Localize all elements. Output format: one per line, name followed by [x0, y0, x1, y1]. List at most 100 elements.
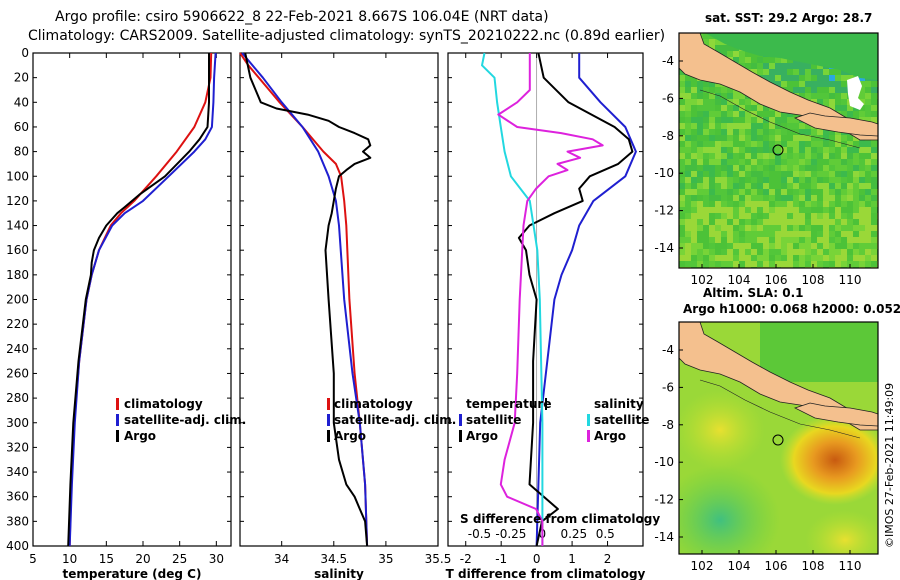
sst-map-cell: [793, 213, 799, 219]
sst-map-cell: [727, 129, 733, 135]
sst-map-cell: [811, 225, 817, 231]
legend-label-argo: Argo: [124, 429, 156, 443]
sst-map-cell: [715, 153, 721, 159]
sst-map-cell: [769, 117, 775, 123]
sst-map-cell: [781, 111, 787, 117]
sst-map-cell: [805, 159, 811, 165]
sst-map-cell: [787, 147, 793, 153]
sst-map-cell: [847, 171, 853, 177]
sst-map-cell: [781, 63, 787, 69]
sst-map-cell: [739, 141, 745, 147]
sst-map-cell: [739, 129, 745, 135]
x-tick-label: 5: [29, 552, 37, 566]
sst-map-cell: [775, 255, 781, 261]
sst-map-cell: [703, 135, 709, 141]
sst-map-cell: [871, 171, 877, 177]
sst-map-cell: [841, 165, 847, 171]
sst-map-cell: [847, 183, 853, 189]
sst-map-cell: [763, 183, 769, 189]
sst-map-cell: [835, 225, 841, 231]
sst-map-cell: [835, 201, 841, 207]
sst-map-cell: [751, 249, 757, 255]
sst-map-cell: [733, 255, 739, 261]
sst-map-cell: [769, 63, 775, 69]
sst-map-cell: [691, 195, 697, 201]
sst-map-cell: [835, 165, 841, 171]
sst-map-cell: [709, 105, 715, 111]
sst-map-cell: [781, 219, 787, 225]
sst-map-cell: [841, 81, 847, 87]
sst-map-cell: [817, 99, 823, 105]
sst-map-cell: [763, 243, 769, 249]
sst-map-cell: [781, 141, 787, 147]
sst-map-cell: [817, 219, 823, 225]
sst-map-cell: [793, 183, 799, 189]
sst-map-cell: [847, 195, 853, 201]
sst-map: [679, 33, 878, 268]
sst-map-cell: [697, 261, 703, 267]
sst-map-cell: [859, 207, 865, 213]
sst-map-cell: [823, 261, 829, 267]
sst-map-cell: [817, 183, 823, 189]
sst-map-cell: [853, 243, 859, 249]
sst-map-cell: [829, 141, 835, 147]
sst-map-cell: [805, 201, 811, 207]
sst-map-cell: [775, 75, 781, 81]
sst-map-cell: [841, 225, 847, 231]
sst-map-cell: [799, 75, 805, 81]
sst-map-cell: [721, 153, 727, 159]
sst-map-cell: [805, 183, 811, 189]
sst-map-cell: [709, 45, 715, 51]
sst-map-cell: [823, 225, 829, 231]
sst-map-cell: [679, 147, 685, 153]
map-y-tick-label: -6: [662, 91, 674, 105]
sst-map-cell: [721, 147, 727, 153]
sst-map-cells: [679, 33, 878, 268]
sst-map-frame: [678, 32, 879, 269]
sst-map-cell: [751, 231, 757, 237]
sst-map-cell: [727, 45, 733, 51]
map-y-tick-label: -12: [654, 493, 674, 507]
sst-map-cell: [775, 219, 781, 225]
x-tick-label: 2: [604, 552, 612, 566]
sst-map-cell: [817, 141, 823, 147]
sst-map-cell: [691, 99, 697, 105]
sst-map-cell: [751, 201, 757, 207]
sst-map-cell: [685, 231, 691, 237]
legend-label-climatology: climatology: [334, 397, 413, 411]
sst-map-cell: [871, 207, 877, 213]
sst-map-cell: [787, 183, 793, 189]
sst-map-cell: [721, 123, 727, 129]
x-tick-label: 34: [274, 552, 289, 566]
sst-map-cell: [811, 219, 817, 225]
sst-map-cell: [829, 249, 835, 255]
sst-map-cell: [697, 195, 703, 201]
sst-map-cell: [799, 153, 805, 159]
sst-map-cell: [859, 147, 865, 153]
sst-map-cell: [781, 117, 787, 123]
sst-map-cell: [793, 231, 799, 237]
sst-map-cell: [709, 219, 715, 225]
y-tick-label: 40: [14, 95, 29, 109]
sst-map-cell: [733, 219, 739, 225]
sst-map-cell: [847, 219, 853, 225]
map-axis-ticks: 102 104 106 108 110 -4 -6 -8 -10 -12 -14 102 104 106 1…: [654, 54, 861, 573]
sst-map-cell: [787, 129, 793, 135]
sst-map-cell: [679, 249, 685, 255]
sst-map-cell: [823, 129, 829, 135]
sst-map-cell: [787, 225, 793, 231]
sst-map-cell: [721, 129, 727, 135]
sst-map-cell: [733, 243, 739, 249]
sst-map-cell: [853, 171, 859, 177]
sst-map-cell: [733, 183, 739, 189]
sst-map-cell: [757, 195, 763, 201]
sst-map-cell: [703, 219, 709, 225]
sst-map-cell: [775, 117, 781, 123]
sst-map-cell: [715, 141, 721, 147]
sst-map-cell: [757, 111, 763, 117]
sst-map-cell: [733, 225, 739, 231]
sst-map-cell: [865, 141, 871, 147]
sst-map-cell: [715, 135, 721, 141]
sst-map-cell: [709, 171, 715, 177]
sst-map-cell: [781, 255, 787, 261]
